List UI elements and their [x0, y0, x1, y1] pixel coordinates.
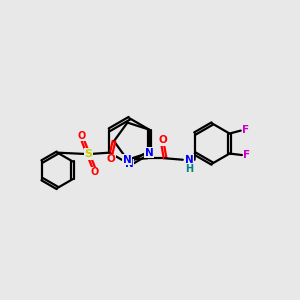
Text: O: O — [158, 135, 167, 145]
Text: O: O — [77, 131, 86, 141]
Text: N: N — [145, 148, 154, 158]
Text: F: F — [242, 125, 249, 135]
Text: N: N — [185, 155, 194, 165]
Text: N: N — [125, 159, 134, 169]
Text: O: O — [106, 154, 116, 164]
Text: S: S — [84, 149, 92, 159]
Text: H: H — [185, 164, 193, 174]
Text: O: O — [91, 167, 99, 177]
Text: N: N — [123, 155, 132, 165]
Text: F: F — [243, 150, 250, 160]
Text: N: N — [145, 148, 154, 158]
